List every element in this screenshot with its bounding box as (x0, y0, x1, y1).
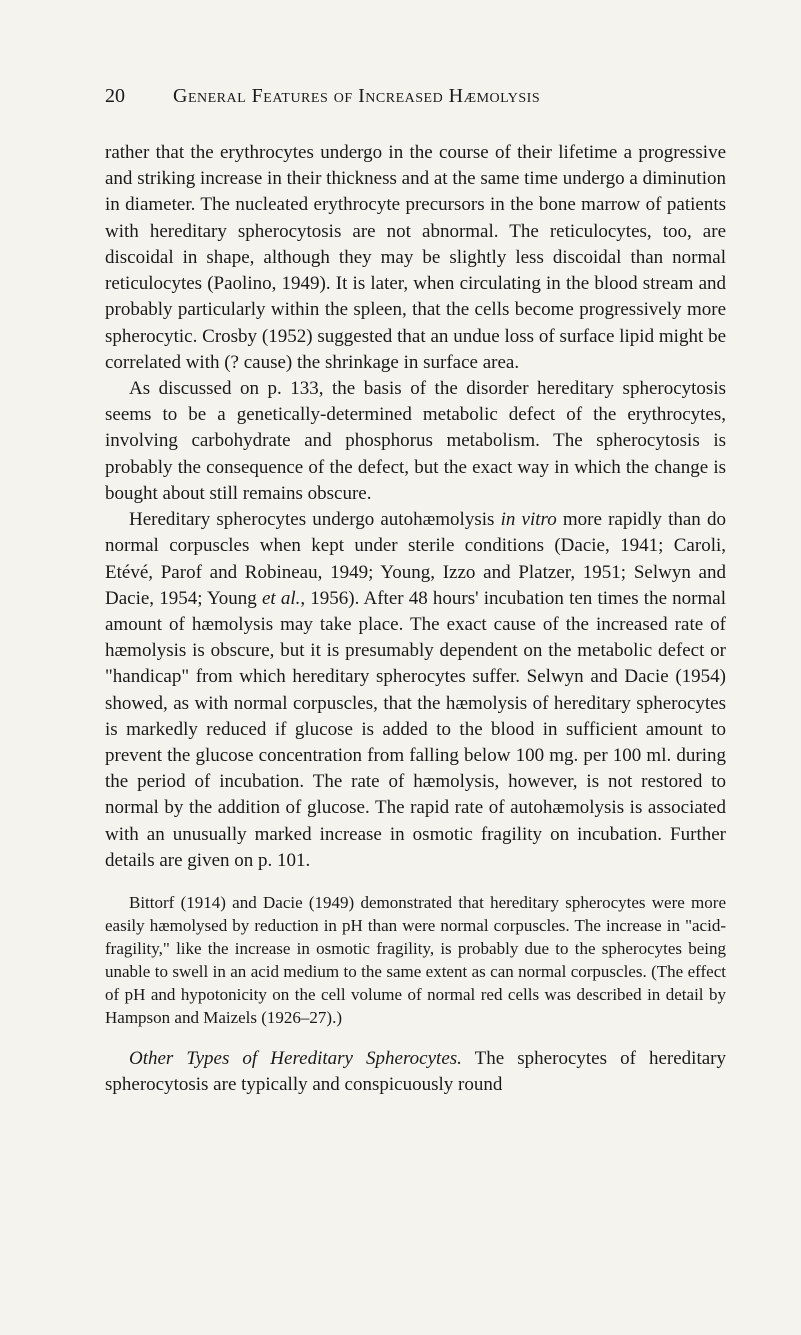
p3-prefix: Hereditary spherocytes undergo autohæmol… (129, 509, 501, 530)
page-number: 20 (105, 85, 125, 108)
page-header: 20 General Features of Increased Hæmolys… (105, 85, 726, 108)
paragraph-1: rather that the erythrocytes undergo in … (105, 140, 726, 376)
p3-suffix2: , 1956). After 48 hours' incubation ten … (105, 588, 726, 871)
p5-italic: Other Types of Hereditary Spherocytes. (129, 1048, 462, 1069)
paragraph-3: Hereditary spherocytes undergo autohæmol… (105, 507, 726, 874)
p3-italic2: et al. (262, 588, 300, 609)
paragraph-5: Other Types of Hereditary Spherocytes. T… (105, 1046, 726, 1098)
header-title: General Features of Increased Hæmolysis (173, 85, 540, 108)
paragraph-2: As discussed on p. 133, the basis of the… (105, 376, 726, 507)
p3-italic: in vitro (501, 509, 557, 530)
paragraph-4: Bittorf (1914) and Dacie (1949) demonstr… (105, 892, 726, 1030)
